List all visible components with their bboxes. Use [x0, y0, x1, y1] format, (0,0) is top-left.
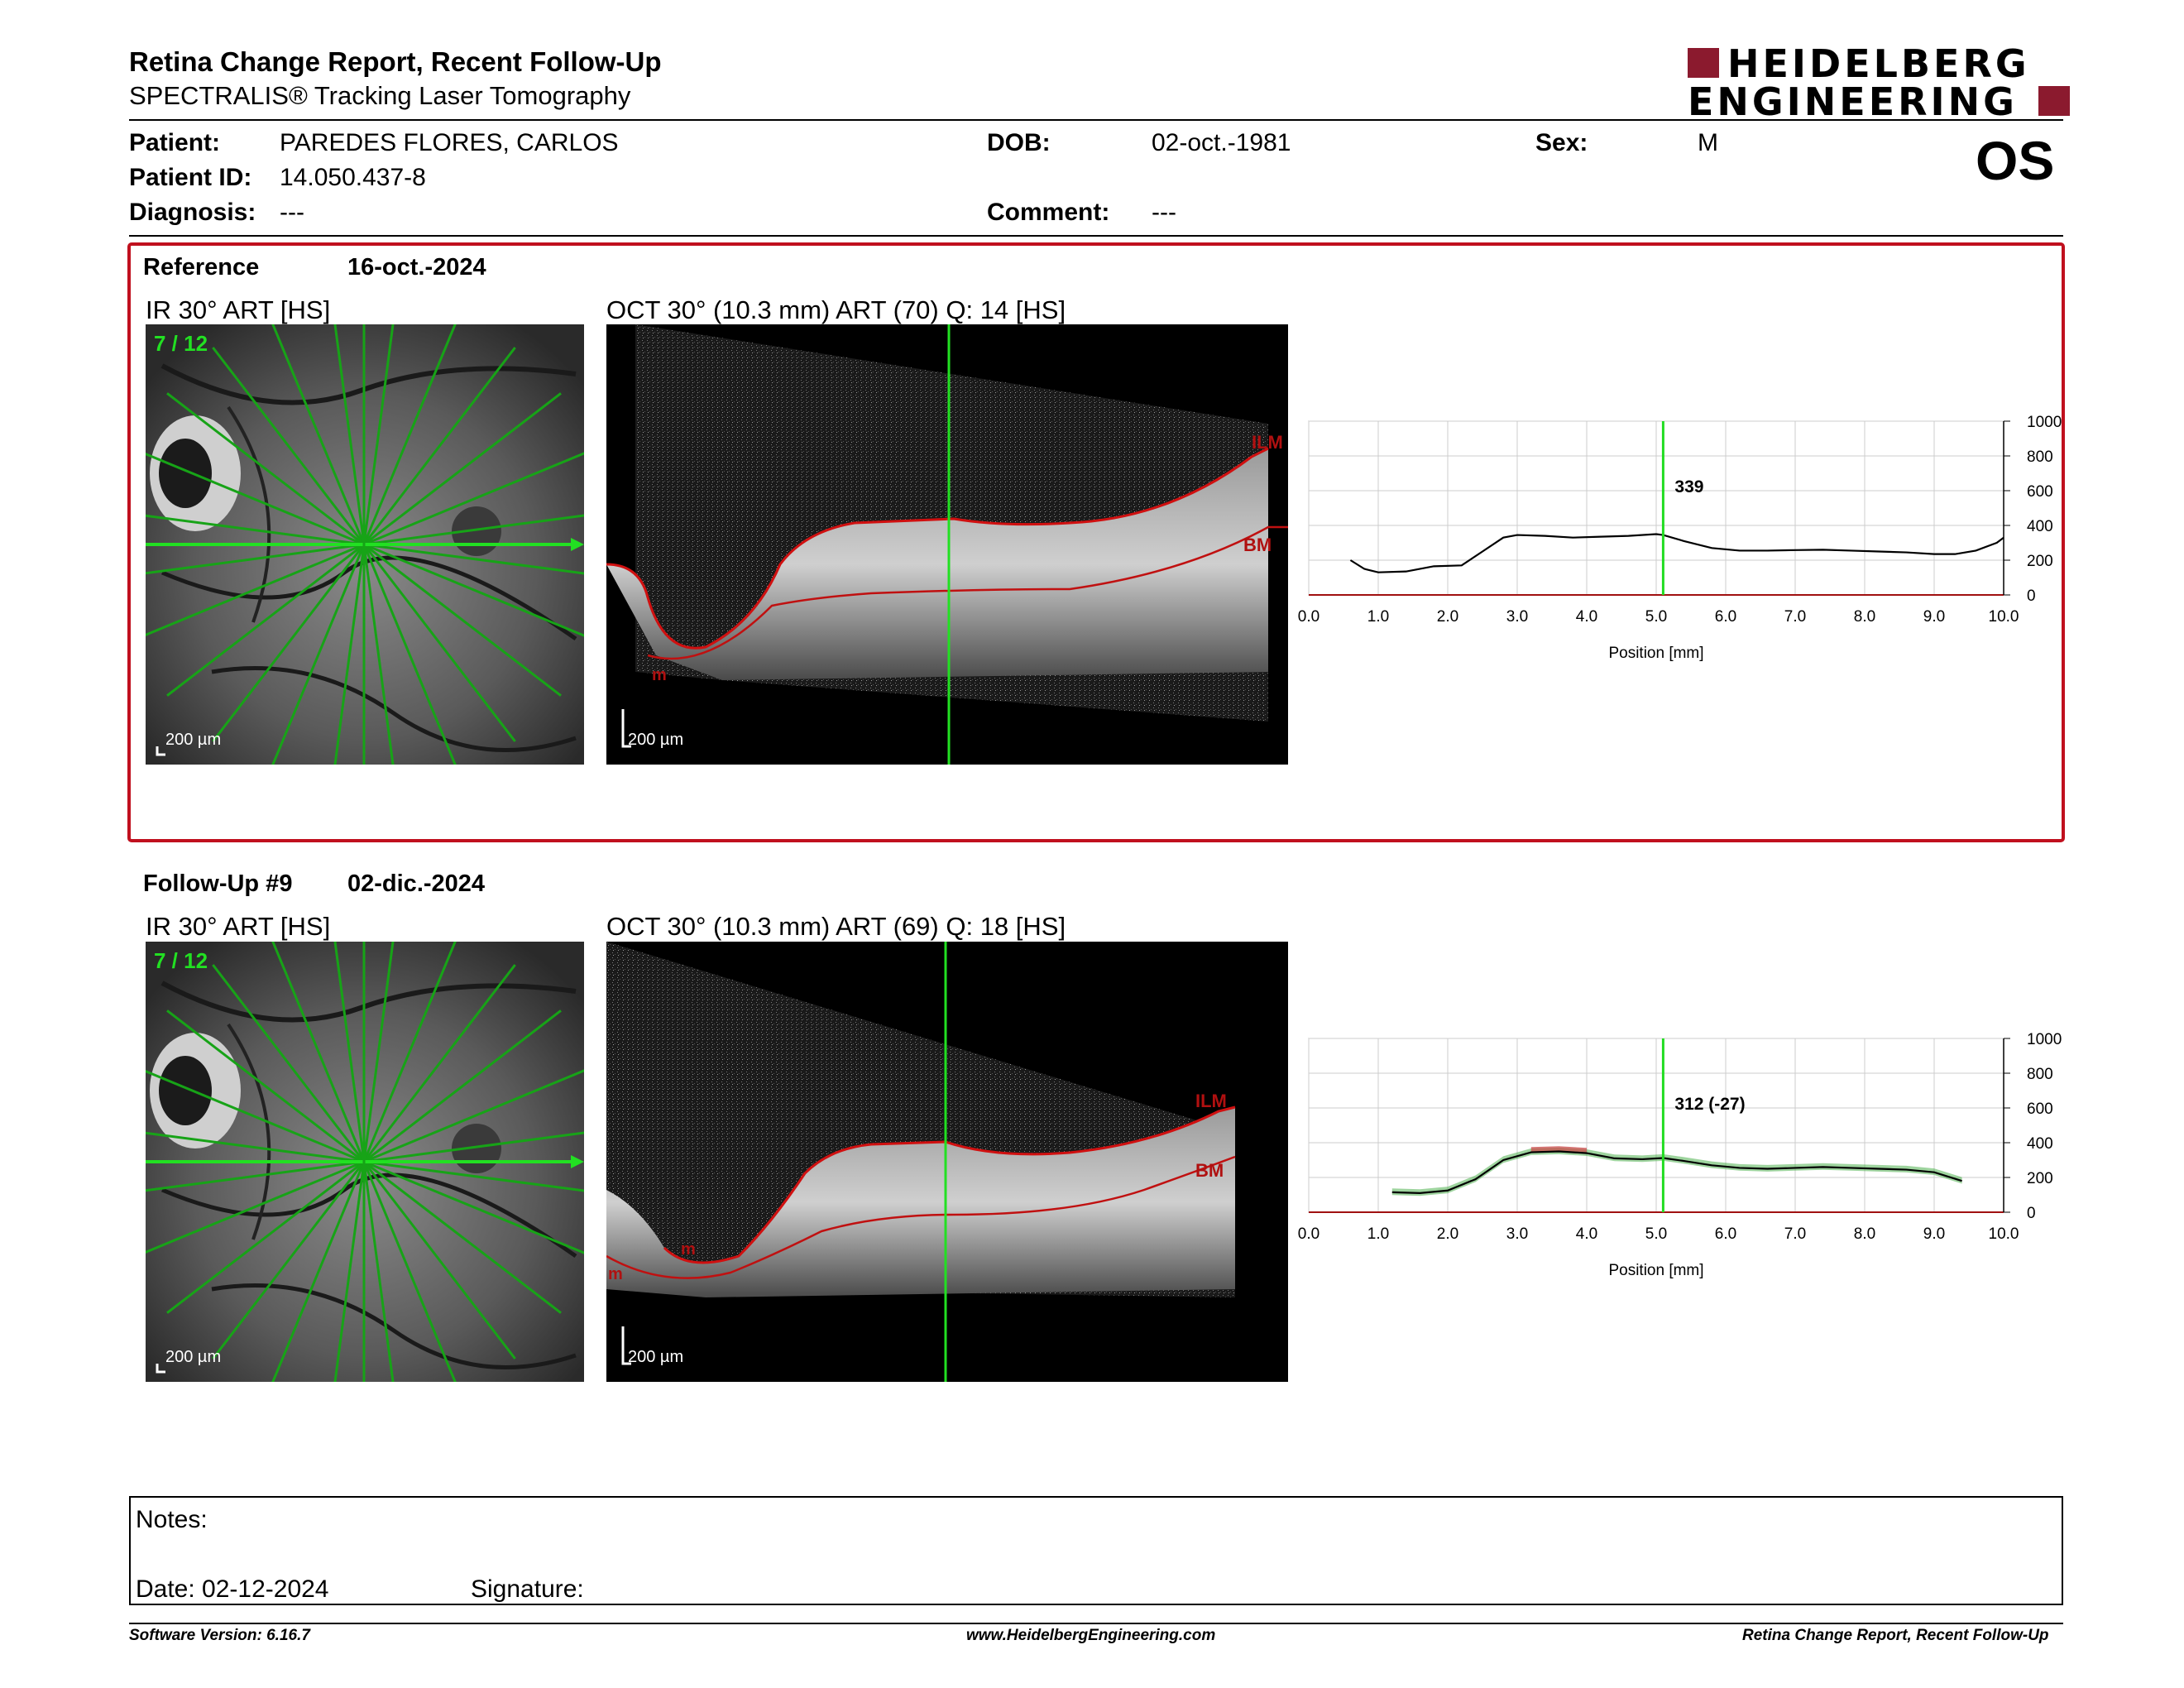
cursor-value-label: 339	[1674, 477, 1703, 496]
x-tick-label: 8.0	[1854, 1225, 1875, 1243]
patient-id: 14.050.437-8	[280, 164, 426, 191]
y-tick-label: 0	[2027, 1205, 2036, 1222]
reference-scan-index: 7 / 12	[154, 331, 208, 356]
patient-name: PAREDES FLORES, CARLOS	[280, 129, 619, 156]
logo-line1: HEIDELBERG	[1727, 41, 2030, 86]
logo-square-icon	[1688, 48, 1719, 78]
heidelberg-logo: HEIDELBERG ENGINEERING	[1688, 41, 2070, 124]
followup-ir-scale: 200 µm	[165, 1348, 221, 1366]
followup-m-marker: m	[681, 1240, 696, 1259]
x-axis-label: Position [mm]	[1608, 1262, 1703, 1279]
y-tick-label: 800	[2027, 448, 2053, 466]
x-tick-label: 7.0	[1784, 608, 1806, 626]
footer-report-name: Retina Change Report, Recent Follow-Up	[1742, 1627, 2049, 1644]
x-tick-label: 7.0	[1784, 1225, 1806, 1243]
x-tick-label: 9.0	[1923, 608, 1945, 626]
header-divider	[129, 119, 2063, 121]
x-tick-label: 4.0	[1576, 608, 1597, 626]
reference-m-marker: m	[652, 666, 667, 684]
reference-frame	[127, 242, 2065, 842]
followup-thickness-chart: 0.0 1.0 2.0 3.0 4.0 5.0 6.0 7.0 8.0 9.0 10.0 0 200 40…	[1291, 1027, 2093, 1292]
x-tick-label: 9.0	[1923, 1225, 1945, 1243]
patient-label: Patient:	[129, 129, 221, 156]
followup-scan-index: 7 / 12	[154, 948, 208, 973]
logo-square-icon	[2038, 86, 2070, 116]
x-tick-label: 3.0	[1506, 1225, 1528, 1243]
y-tick-label: 1000	[2027, 1031, 2062, 1048]
x-tick-label: 1.0	[1367, 1225, 1389, 1243]
x-tick-label: 1.0	[1367, 608, 1389, 626]
report-title: Retina Change Report, Recent Follow-Up	[129, 46, 662, 77]
diagnosis-value: ---	[280, 199, 304, 226]
followup-ir-image[interactable]: 7 / 12 200 µm	[146, 942, 584, 1382]
cursor-value-label: 312 (-27)	[1674, 1095, 1745, 1114]
x-tick-label: 5.0	[1645, 1225, 1667, 1243]
x-tick-label: 4.0	[1576, 1225, 1597, 1243]
reference-thickness-chart: 0.0 1.0 2.0 3.0 4.0 5.0 6.0 7.0 8.0 9.0 10.0 0 200 40…	[1291, 410, 2093, 674]
footer-divider	[129, 1623, 2063, 1624]
followup-oct-scale: 200 µm	[628, 1348, 683, 1366]
y-tick-label: 400	[2027, 518, 2053, 535]
y-tick-label: 800	[2027, 1066, 2053, 1083]
reference-bm-label: BM	[1243, 535, 1272, 555]
y-tick-label: 600	[2027, 1101, 2053, 1118]
reference-date: 16-oct.-2024	[347, 254, 486, 281]
x-axis-label: Position [mm]	[1608, 645, 1703, 662]
dob-label: DOB:	[987, 129, 1051, 156]
change-area	[1391, 1147, 1962, 1196]
website-link[interactable]: www.HeidelbergEngineering.com	[966, 1627, 1216, 1644]
x-tick-label: 5.0	[1645, 608, 1667, 626]
notes-box[interactable]	[129, 1496, 2063, 1605]
reference-ir-image[interactable]: 7 / 12 200 µm	[146, 324, 584, 765]
followup-ilm-label: ILM	[1195, 1091, 1227, 1111]
dob-value: 02-oct.-1981	[1152, 129, 1291, 156]
x-tick-label: 2.0	[1437, 1225, 1458, 1243]
x-tick-label: 3.0	[1506, 608, 1528, 626]
followup-date: 02-dic.-2024	[347, 870, 486, 897]
reference-ilm-label: ILM	[1252, 432, 1283, 453]
followup-label: Follow-Up #9	[143, 870, 293, 897]
reference-oct-scale: 200 µm	[628, 731, 683, 749]
sex-label: Sex:	[1535, 129, 1588, 156]
x-tick-label: 6.0	[1715, 1225, 1736, 1243]
reference-ir-label: IR 30° ART [HS]	[146, 295, 331, 324]
y-tick-label: 400	[2027, 1135, 2053, 1153]
followup-ir-label: IR 30° ART [HS]	[146, 912, 331, 941]
diagnosis-label: Diagnosis:	[129, 199, 256, 226]
notes-label: Notes:	[136, 1506, 208, 1533]
followup-oct-label: OCT 30° (10.3 mm) ART (69) Q: 18 [HS]	[606, 912, 1066, 941]
x-tick-label: 10.0	[1989, 1225, 2019, 1243]
reference-label: Reference	[143, 254, 260, 281]
y-tick-label: 1000	[2027, 414, 2062, 431]
reference-ir-scale: 200 µm	[165, 731, 221, 749]
y-tick-label: 200	[2027, 553, 2053, 570]
logo-line2: ENGINEERING	[1688, 79, 2018, 124]
sex-value: M	[1698, 129, 1718, 156]
x-tick-label: 2.0	[1437, 608, 1458, 626]
thickness-line	[1391, 1150, 1962, 1195]
notes-date: Date: 02-12-2024	[136, 1575, 329, 1603]
x-tick-label: 6.0	[1715, 608, 1736, 626]
followup-oct-image[interactable]: ILM BM m m 200 µm	[606, 942, 1288, 1382]
comment-label: Comment:	[987, 199, 1110, 226]
eye-indicator: OS	[1976, 130, 2055, 191]
followup-bm-label: BM	[1195, 1160, 1224, 1181]
x-tick-label: 8.0	[1854, 608, 1875, 626]
signature-label: Signature:	[471, 1575, 584, 1603]
software-version: Software Version: 6.16.7	[129, 1627, 310, 1644]
y-tick-label: 600	[2027, 483, 2053, 501]
y-tick-label: 200	[2027, 1170, 2053, 1187]
x-tick-label: 10.0	[1989, 608, 2019, 626]
x-tick-label: 0.0	[1298, 1225, 1320, 1243]
followup-m-marker: m	[608, 1265, 623, 1283]
y-tick-label: 0	[2027, 587, 2036, 605]
patient-id-label: Patient ID:	[129, 164, 252, 191]
report-subtitle: SPECTRALIS® Tracking Laser Tomography	[129, 81, 631, 110]
reference-oct-image[interactable]: ILM BM m 200 µm	[606, 324, 1288, 765]
x-tick-label: 0.0	[1298, 608, 1320, 626]
comment-value: ---	[1152, 199, 1176, 226]
patient-divider	[129, 235, 2063, 237]
reference-oct-label: OCT 30° (10.3 mm) ART (70) Q: 14 [HS]	[606, 295, 1066, 324]
